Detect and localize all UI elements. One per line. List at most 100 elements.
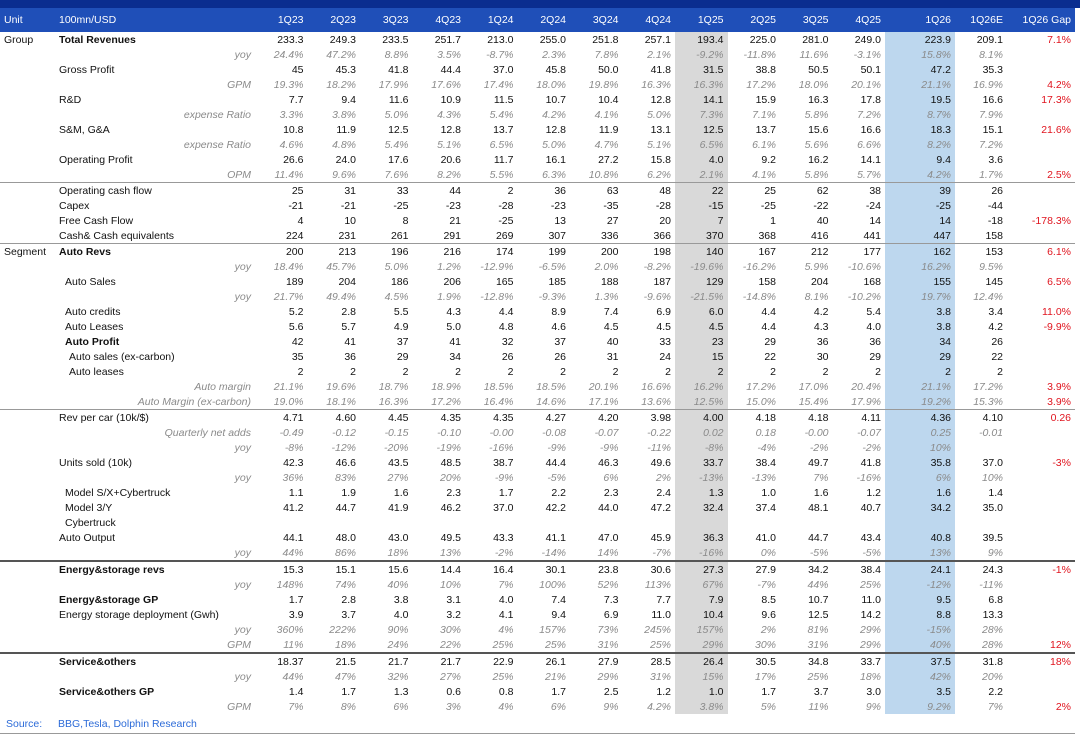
value-cell: 25 bbox=[255, 182, 308, 198]
column-header: 1Q24 bbox=[465, 8, 518, 32]
value-cell: -3.1% bbox=[853, 48, 881, 61]
value-cell: 25% bbox=[544, 638, 566, 651]
value-cell: 9.2 bbox=[761, 153, 776, 166]
value-cell: -25 bbox=[498, 214, 514, 227]
value-cell: 6.9 bbox=[656, 305, 671, 318]
value-cell: 26 bbox=[501, 350, 514, 363]
column-header: 2Q23 bbox=[307, 8, 360, 32]
value-cell: 6.3% bbox=[542, 168, 566, 181]
value-cell: 21 bbox=[449, 214, 461, 227]
value-cell: 8.8 bbox=[885, 607, 955, 622]
value-cell: 4.35 bbox=[412, 409, 465, 425]
value-cell: -21.5% bbox=[675, 289, 728, 304]
value-cell: 16.3 bbox=[808, 93, 829, 106]
value-cell bbox=[833, 515, 886, 530]
value-cell: 9.4 bbox=[885, 152, 955, 167]
table-row: yoy 44% 47% 32% 27% 25% 21% 29% 31% 15% 17% 25% 18% 4… bbox=[0, 669, 1075, 684]
value-cell bbox=[1007, 530, 1075, 545]
value-cell: 36 bbox=[517, 182, 570, 198]
unit-cell bbox=[0, 545, 55, 561]
value-cell: 4.3 bbox=[813, 320, 829, 333]
value-cell: 7.7 bbox=[288, 93, 304, 106]
row-label: Cash& Cash equivalents bbox=[59, 229, 174, 242]
value-cell: 42.3 bbox=[283, 456, 304, 469]
value-cell: 12.5 bbox=[388, 123, 409, 136]
value-cell: 31 bbox=[606, 350, 619, 363]
value-cell: 37.0 bbox=[493, 63, 514, 76]
row-label: OPM bbox=[227, 168, 251, 181]
value-cell: 35 bbox=[291, 350, 304, 363]
value-cell: 11.0 bbox=[651, 608, 671, 621]
unit-cell bbox=[0, 394, 55, 410]
value-cell: 27% bbox=[439, 670, 461, 683]
value-cell: 29% bbox=[859, 623, 881, 636]
column-header: 1Q23 bbox=[255, 8, 308, 32]
value-cell: 45.7% bbox=[326, 260, 356, 273]
unit-cell bbox=[0, 334, 55, 349]
value-cell: 11.4% bbox=[274, 168, 304, 181]
value-cell: 20.4% bbox=[851, 380, 881, 393]
value-cell: -5% bbox=[862, 546, 881, 559]
value-cell: 7.4 bbox=[551, 593, 566, 606]
value-cell: 1.4 bbox=[288, 685, 304, 698]
value-cell: 186 bbox=[390, 275, 409, 288]
value-cell: -0.10 bbox=[437, 426, 461, 439]
value-cell: 17.2% bbox=[973, 380, 1003, 393]
row-label: GPM bbox=[227, 700, 251, 713]
value-cell: -9% bbox=[494, 471, 514, 484]
value-cell: -5% bbox=[547, 471, 566, 484]
value-cell: 360% bbox=[276, 623, 304, 636]
table-row: Capex -21 -21 -25 -23 -28 -23 -35 -28 -15 -25 -22 -2… bbox=[0, 198, 1075, 213]
unit-cell bbox=[0, 425, 55, 440]
table-row: Units sold (10k) 42.3 46.6 43.5 48.5 38.7 44.4… bbox=[0, 455, 1075, 470]
value-cell: 5.5% bbox=[489, 168, 514, 181]
value-cell: 249.0 bbox=[854, 33, 881, 46]
value-cell: 13% bbox=[885, 545, 955, 561]
value-cell: 3.9% bbox=[1047, 395, 1071, 408]
value-cell: 11.0 bbox=[861, 593, 881, 606]
table-body: Group Total Revenues 233.3 249.3 233.5 251.7 2… bbox=[0, 32, 1075, 714]
value-cell: -0.00 bbox=[804, 426, 829, 439]
value-cell: -21 bbox=[288, 199, 304, 212]
value-cell: 40.7 bbox=[860, 501, 881, 514]
value-cell: 4.1 bbox=[498, 608, 514, 621]
value-cell: 42 bbox=[291, 335, 304, 348]
unit-cell bbox=[0, 379, 55, 394]
value-cell: 13.7 bbox=[493, 123, 514, 136]
value-cell: 4.11 bbox=[832, 409, 885, 425]
value-cell: 3.8 bbox=[393, 593, 409, 606]
value-cell bbox=[623, 515, 676, 530]
unit-cell bbox=[0, 622, 55, 637]
value-cell: 17.9% bbox=[851, 395, 881, 408]
unit-cell bbox=[0, 409, 55, 425]
value-cell bbox=[1007, 669, 1075, 684]
row-label: Total Revenues bbox=[59, 33, 136, 46]
table-row: Auto margin 21.1% 19.6% 18.7% 18.9% 18.5% 18.5… bbox=[0, 379, 1075, 394]
value-cell: 2 bbox=[822, 365, 829, 378]
value-cell: 2 bbox=[885, 364, 955, 379]
unit-cell bbox=[0, 470, 55, 485]
value-cell: 35.3 bbox=[982, 63, 1003, 76]
value-cell: 22 bbox=[675, 182, 728, 198]
value-cell: 17.1% bbox=[588, 395, 619, 408]
value-cell: 17.2% bbox=[746, 380, 776, 393]
value-cell: -13% bbox=[751, 471, 776, 484]
value-cell: 20% bbox=[981, 670, 1003, 683]
value-cell: 6.9 bbox=[603, 608, 619, 621]
value-cell: 23 bbox=[675, 334, 728, 349]
value-cell: 41.8 bbox=[650, 63, 671, 76]
value-cell: 15.8% bbox=[885, 47, 955, 62]
value-cell: 27.3 bbox=[675, 560, 728, 577]
value-cell: 3.8% bbox=[332, 108, 356, 121]
value-cell: 86% bbox=[334, 546, 356, 559]
value-cell: -12.9% bbox=[480, 260, 514, 273]
value-cell: 370 bbox=[675, 228, 728, 244]
value-cell: -7% bbox=[652, 546, 671, 559]
unit-cell bbox=[0, 440, 55, 455]
value-cell: 44% bbox=[282, 546, 304, 559]
row-label: Model S/X+Cybertruck bbox=[65, 486, 171, 499]
row-label: Auto credits bbox=[65, 305, 121, 318]
value-cell: 145 bbox=[985, 275, 1003, 288]
row-label: yoy bbox=[234, 441, 251, 454]
table-row: Cash& Cash equivalents 224 231 261 291 269 307… bbox=[0, 228, 1075, 244]
